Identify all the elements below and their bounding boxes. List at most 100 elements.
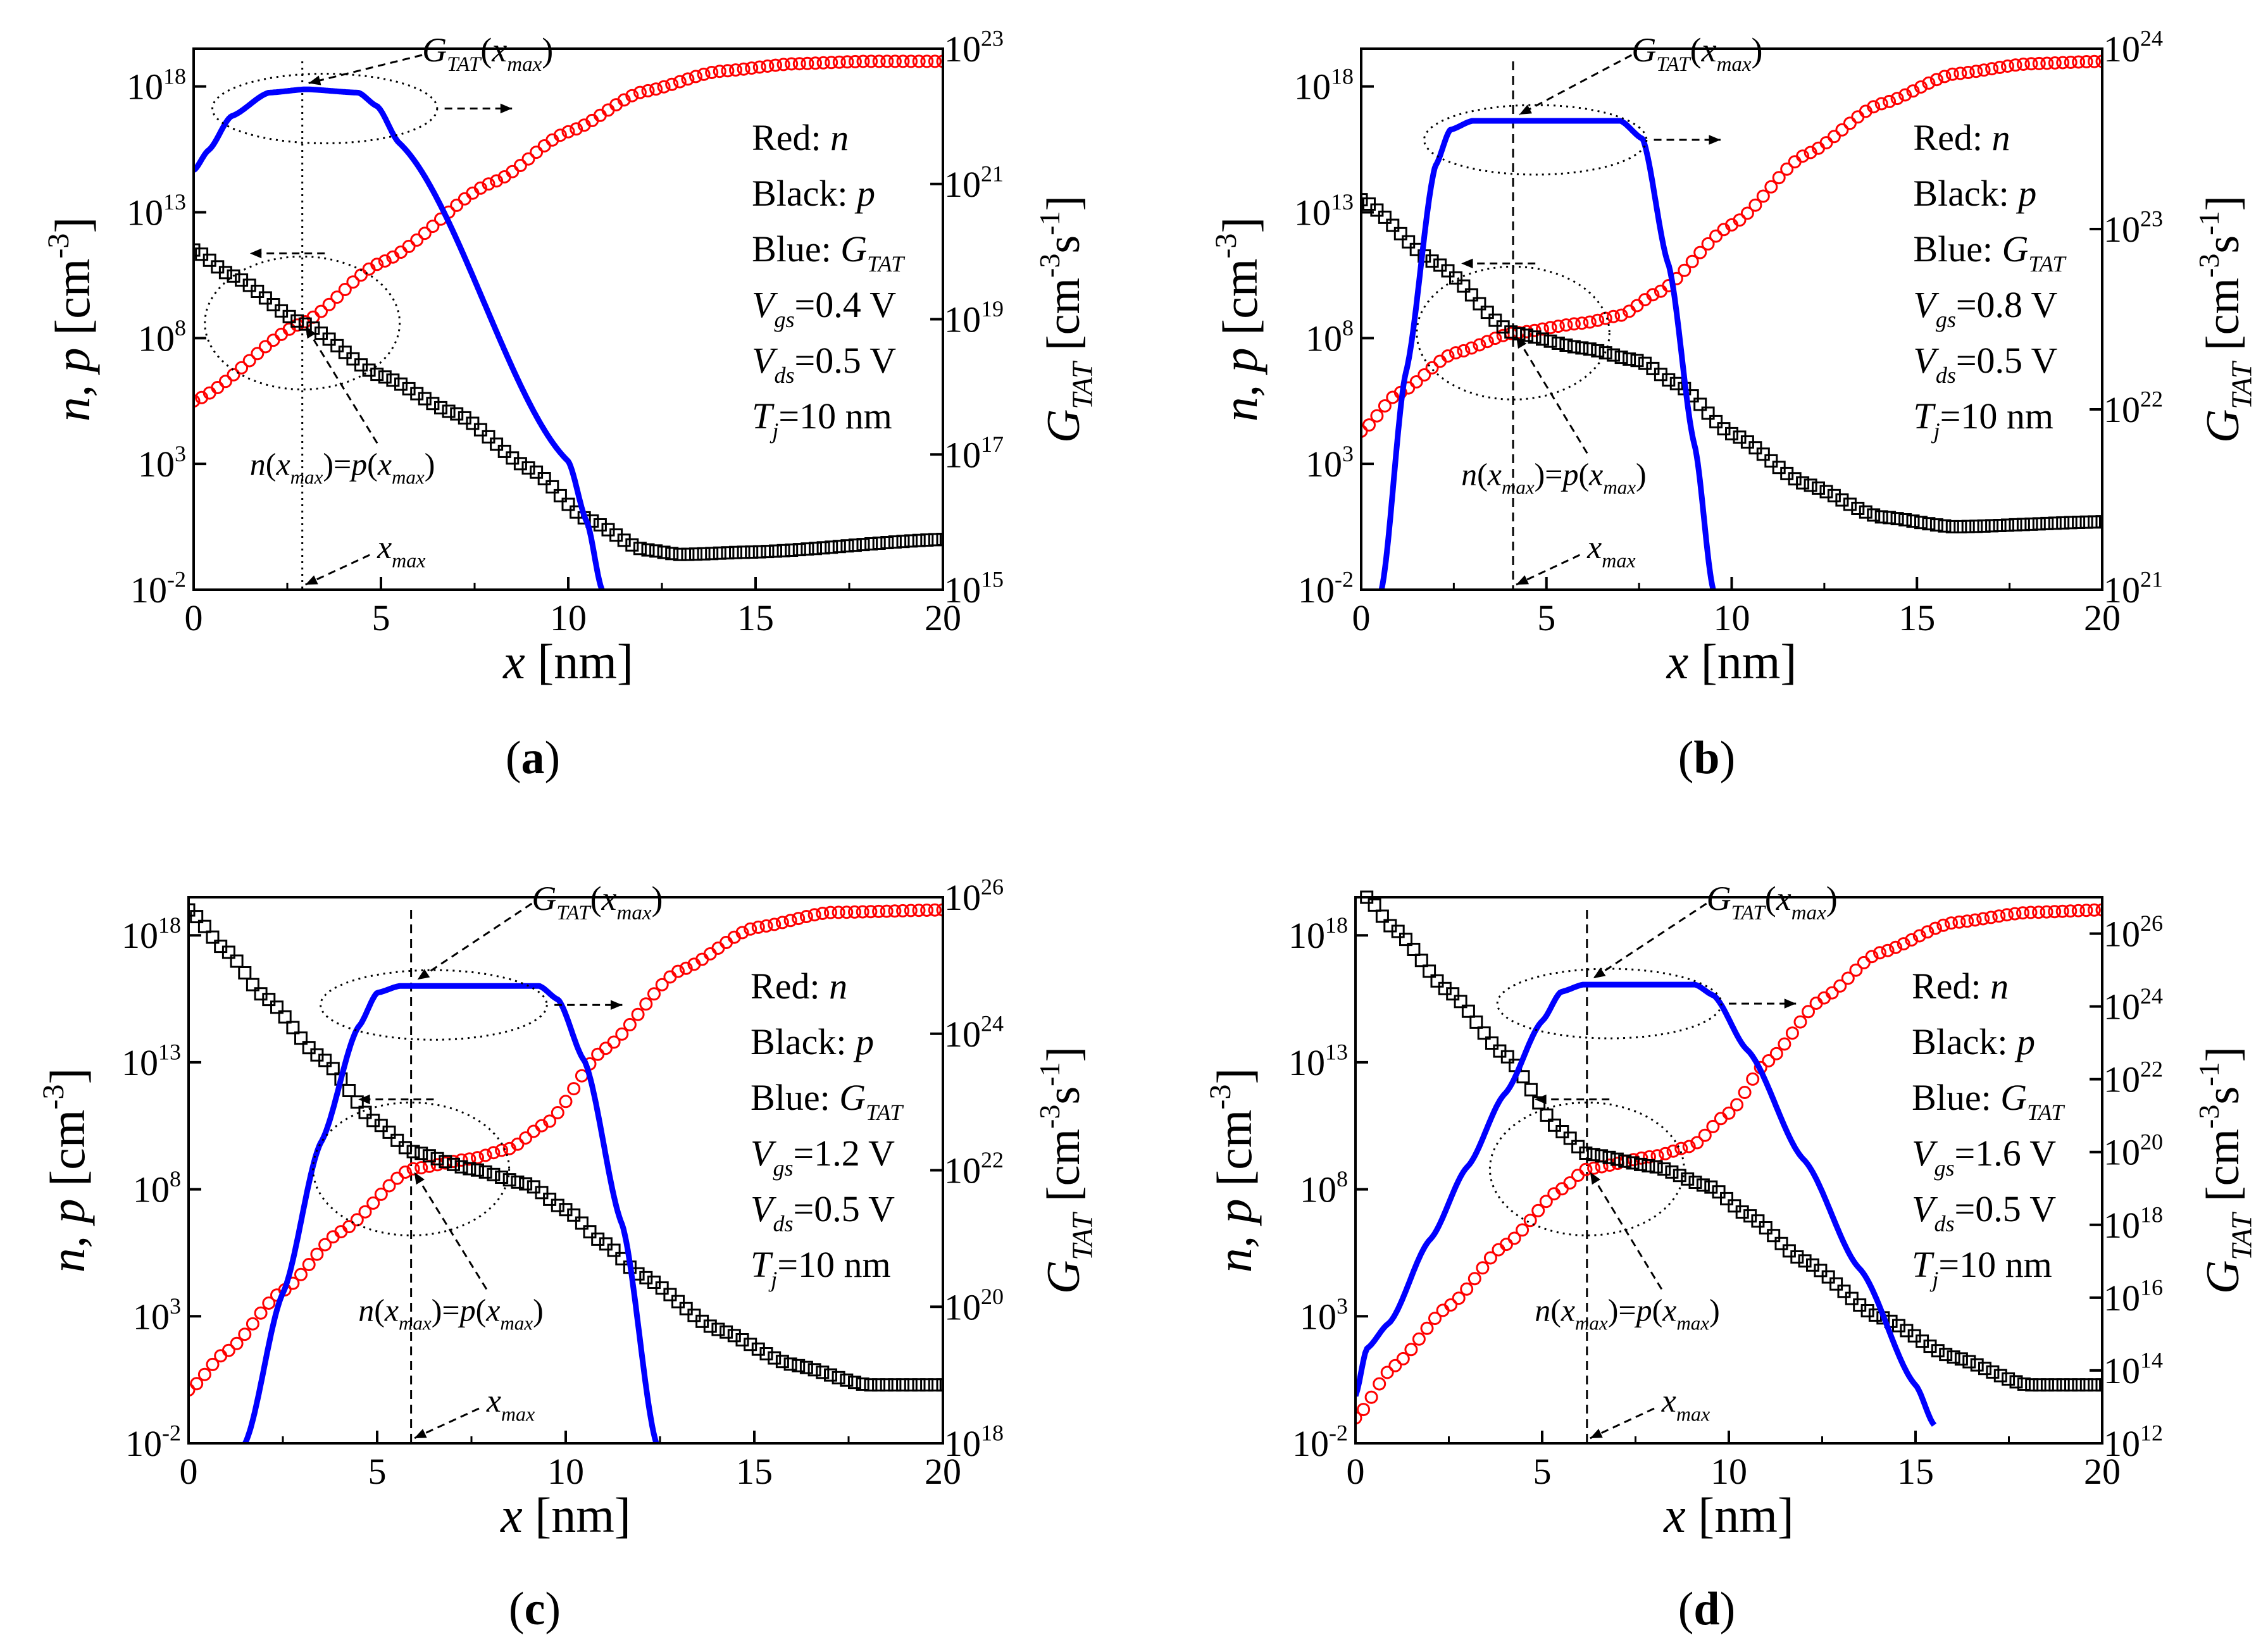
p-point — [1543, 334, 1557, 348]
legend-line: Red: n — [1913, 117, 2010, 158]
n-point — [649, 82, 663, 96]
n-point — [745, 61, 759, 75]
p-point — [689, 547, 702, 561]
p-point — [575, 1216, 589, 1230]
n-point — [1404, 1343, 1418, 1357]
y-left-tick-label: 1013 — [127, 189, 186, 233]
n-point — [1496, 328, 1510, 342]
p-point — [1473, 297, 1486, 311]
p-point — [230, 954, 244, 968]
n-point — [543, 1114, 557, 1128]
gtat-ellipse — [1423, 104, 1648, 176]
xmax-arrow-head — [1590, 1429, 1603, 1438]
p-point — [1867, 508, 1881, 522]
panel-b: 0 5 10 15 20 10-2 103 108 1013 1018 1021 1022 1023 10… — [1209, 26, 2257, 784]
x-tick-label: 10 — [1710, 1451, 1747, 1492]
p-point — [370, 368, 384, 382]
p-point — [1725, 426, 1738, 440]
p-point — [737, 545, 751, 559]
p-point — [1843, 497, 1857, 511]
n-point — [262, 1296, 276, 1310]
y-left-tick-label: 108 — [1300, 1166, 1348, 1210]
n-point — [1678, 263, 1692, 277]
y-right-axis-title: GTAT [cm-3s-1] — [1033, 1047, 1099, 1294]
n-point — [310, 1247, 324, 1261]
n-point — [2016, 58, 2030, 71]
p-point — [2064, 516, 2078, 530]
p-point — [1586, 1148, 1600, 1162]
legend-line: Vds=0.5 V — [751, 1188, 895, 1236]
p-point — [394, 377, 408, 391]
p-point — [1735, 1205, 1749, 1219]
p-point — [864, 537, 878, 550]
n-point — [230, 1336, 244, 1350]
p-point — [1457, 279, 1471, 293]
equality-arrow-head — [305, 326, 316, 339]
p-point — [671, 1295, 685, 1309]
n-point — [1819, 136, 1833, 150]
p-point — [832, 1371, 845, 1384]
n-point — [2040, 905, 2053, 919]
x-tick-label: 5 — [368, 1451, 387, 1492]
n-point — [2071, 904, 2085, 917]
p-point — [607, 1243, 621, 1257]
p-point — [1430, 974, 1444, 988]
p-point — [1407, 943, 1421, 956]
y-right-tick-label: 1017 — [944, 432, 1004, 475]
n-point — [1778, 1037, 1791, 1051]
n-point — [211, 381, 225, 394]
n-point — [406, 1162, 420, 1176]
legend-line: Vgs=1.2 V — [751, 1133, 895, 1181]
p-point — [1914, 516, 1928, 530]
p-point — [513, 457, 527, 471]
n-point — [354, 268, 368, 282]
n-point — [703, 947, 717, 960]
p-point — [1883, 511, 1897, 525]
n-point — [1666, 1144, 1680, 1158]
p-point — [920, 1378, 934, 1392]
n-point — [912, 54, 926, 68]
equality-arrow-head — [1516, 336, 1527, 349]
n-point — [495, 1143, 509, 1157]
n-point — [1793, 1015, 1807, 1029]
p-point — [848, 1376, 861, 1389]
crossing-ellipse — [204, 255, 401, 390]
n-point — [801, 56, 814, 70]
p-point — [1598, 346, 1612, 360]
equality-annotation: n(xmax)=p(xmax) — [358, 1292, 544, 1334]
p-point — [1488, 313, 1502, 327]
p-point — [2009, 518, 2022, 532]
p-point — [1423, 964, 1436, 978]
p-point — [928, 533, 942, 547]
p-point — [439, 1155, 452, 1169]
p-point — [1563, 1131, 1577, 1145]
equality-arrow — [1515, 335, 1588, 454]
n-point — [382, 1179, 396, 1193]
p-point — [1993, 1369, 2007, 1383]
n-point — [1772, 171, 1786, 185]
p-point — [1796, 476, 1810, 490]
n-point — [825, 56, 838, 70]
p-point — [1969, 519, 1983, 533]
n-point — [1929, 73, 1943, 87]
n-point — [1873, 946, 1886, 960]
y-right-axis-title: GTAT [cm-3s-1] — [2193, 1047, 2258, 1294]
n-point — [398, 1166, 412, 1179]
n-point — [1953, 66, 1967, 80]
n-point — [1827, 130, 1841, 144]
p-point — [1559, 339, 1573, 352]
p-point — [495, 1171, 509, 1184]
x-axis-title: x [nm] — [500, 1488, 631, 1543]
p-point — [1835, 493, 1849, 507]
p-point — [583, 1225, 597, 1239]
n-point — [414, 1161, 428, 1174]
p-point — [490, 437, 504, 451]
n-point — [639, 997, 653, 1011]
p-point — [904, 1378, 918, 1392]
n-point — [1449, 346, 1462, 360]
n-point — [1906, 84, 1920, 98]
equality-annotation: n(xmax)=p(xmax) — [1535, 1292, 1720, 1334]
n-point — [792, 57, 806, 71]
n-point — [1706, 1119, 1720, 1133]
series-gtat-curve — [242, 983, 659, 1443]
